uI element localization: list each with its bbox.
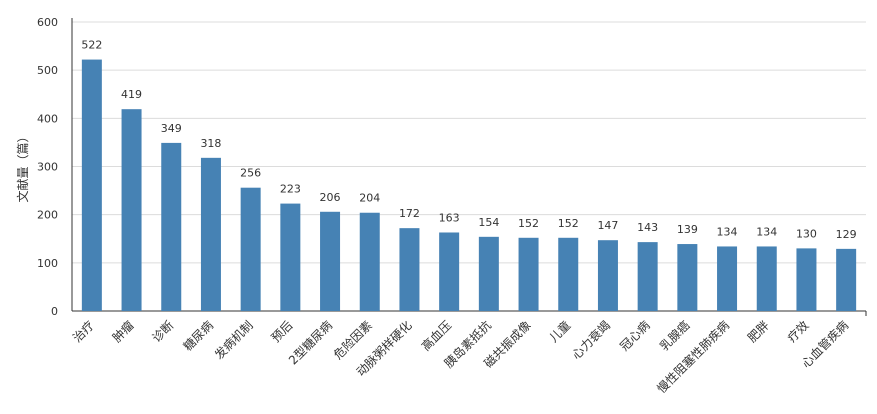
x-tick-label: 肿瘤: [109, 318, 137, 346]
bar: [81, 59, 102, 311]
y-tick-label: 100: [37, 257, 58, 270]
y-tick-label: 400: [37, 112, 58, 125]
data-labels: 522 419 349 318 256 223 206 204 172 163 154 152 152 1…: [81, 39, 856, 241]
x-tick-label: 高血压: [418, 318, 454, 354]
data-label: 256: [240, 167, 261, 180]
data-label: 129: [836, 228, 857, 241]
x-tick-label: 预后: [269, 318, 296, 345]
y-tick-label: 600: [37, 16, 58, 29]
data-label: 134: [756, 225, 777, 238]
bar: [320, 211, 341, 311]
x-tick-label: 诊断: [149, 318, 177, 346]
bar: [399, 228, 420, 311]
data-label: 522: [81, 39, 102, 52]
bar: [518, 237, 539, 311]
x-tick-label: 儿童: [546, 318, 574, 346]
x-tick-label: 发病机制: [211, 318, 256, 363]
bar: [637, 242, 658, 311]
x-tick-label: 糖尿病: [180, 318, 216, 354]
data-label: 318: [200, 137, 221, 150]
data-label: 152: [518, 217, 539, 230]
data-label: 349: [161, 122, 182, 135]
bar: [240, 187, 261, 311]
bars: [81, 59, 857, 311]
bar: [677, 244, 698, 311]
data-label: 223: [280, 183, 301, 196]
grid-lines: [72, 21, 866, 264]
x-tick-label: 治疗: [70, 318, 97, 345]
data-label: 143: [637, 221, 658, 234]
x-tick-label: 心力衰竭: [569, 318, 614, 363]
data-label: 154: [478, 216, 499, 229]
x-tick-label: 肥胖: [745, 318, 772, 345]
y-tick-label: 500: [37, 64, 58, 77]
bar: [796, 248, 817, 311]
y-tick-label: 300: [37, 161, 58, 174]
x-tick-label: 2型糖尿病: [285, 318, 335, 368]
bar: [836, 248, 857, 311]
bar: [717, 246, 738, 311]
bar: [478, 236, 499, 311]
x-tick-label: 疗效: [784, 318, 812, 346]
data-label: 139: [677, 223, 698, 236]
bar: [439, 232, 460, 311]
bar: [280, 203, 301, 311]
data-label: 419: [121, 88, 142, 101]
data-label: 163: [439, 211, 460, 224]
data-label: 204: [359, 192, 380, 205]
data-label: 134: [717, 225, 738, 238]
x-tick-label: 冠心病: [617, 318, 653, 354]
bar: [200, 157, 221, 311]
data-label: 172: [399, 207, 420, 220]
x-tick-label: 乳腺癌: [656, 318, 692, 354]
bar: [359, 212, 380, 311]
bar: [558, 237, 579, 311]
data-label: 206: [320, 191, 341, 204]
bar: [756, 246, 777, 311]
y-tick-label: 200: [37, 209, 58, 222]
x-tick-label: 慢性阻塞性肺疾病: [654, 318, 732, 396]
y-tick-label: 0: [51, 305, 58, 318]
bar: [597, 240, 618, 311]
data-label: 147: [597, 219, 618, 232]
data-label: 152: [558, 217, 579, 230]
y-tick-labels: 0 100 200 300 400 500 600: [37, 16, 58, 318]
y-axis-title: 文献量（篇）: [15, 130, 30, 202]
bar: [161, 142, 182, 311]
data-label: 130: [796, 227, 817, 240]
bar: [121, 109, 142, 311]
